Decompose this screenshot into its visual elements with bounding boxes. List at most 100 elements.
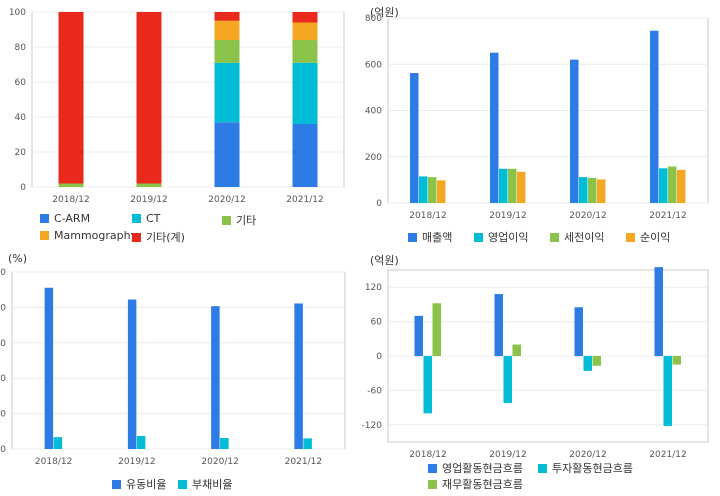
- x-tick-label: 2020/12: [201, 457, 238, 467]
- legend-swatch: [428, 463, 437, 473]
- bar: [423, 356, 432, 414]
- legend-item-debt-ratio[interactable]: 부채비율: [178, 476, 232, 492]
- legend-item-mammography[interactable]: Mammography: [40, 229, 137, 242]
- y-tick-label: 80: [15, 43, 27, 53]
- bar: [214, 12, 240, 21]
- bar: [503, 356, 512, 404]
- bar: [292, 124, 318, 187]
- legend-item-ct[interactable]: CT: [132, 212, 160, 225]
- legend-swatch: [408, 232, 417, 242]
- y-tick-label: 360: [0, 303, 6, 313]
- legend-label: 재무활동현금흐름: [442, 478, 523, 491]
- x-tick-label: 2018/12: [409, 450, 446, 460]
- x-tick-label: 2019/12: [489, 450, 526, 460]
- bar: [579, 177, 588, 203]
- bar: [292, 62, 318, 124]
- bar: [574, 307, 583, 356]
- bar: [214, 62, 240, 123]
- bar: [583, 356, 592, 371]
- bar: [428, 177, 437, 203]
- legend-swatch: [112, 479, 121, 489]
- product-mix-chart: 0 20 40 60 80 100 2018/12 2019/12 2020/12 2021/12…: [0, 0, 360, 248]
- legend-swatch: [474, 232, 483, 242]
- y-tick-label: 400: [365, 107, 382, 117]
- y-tick-label: 800: [365, 14, 382, 24]
- x-tick-label: 2021/12: [286, 195, 323, 205]
- legend-item-other[interactable]: 기타: [222, 212, 256, 228]
- y-tick-label: 0: [376, 199, 382, 209]
- x-tick-label: 2020/12: [208, 195, 245, 205]
- y-tick-label: 600: [365, 60, 382, 70]
- legend-label: C-ARM: [54, 212, 91, 225]
- y-tick-label: 0: [20, 183, 26, 193]
- cash-flow-plot: -120 -60 0 60 120 2018/12 2019/12 2020/12 2021/1…: [362, 267, 709, 460]
- legend-label: Mammography: [54, 229, 138, 242]
- legend-label: 기타: [236, 214, 257, 227]
- legend-label: 유동비율: [126, 478, 167, 491]
- legend-label: 세전이익: [564, 231, 605, 244]
- legend-item-c-arm[interactable]: C-ARM: [40, 212, 90, 225]
- bar: [597, 179, 606, 203]
- bar: [214, 122, 240, 187]
- bar: [659, 168, 668, 203]
- bar: [508, 168, 517, 203]
- bar: [414, 315, 423, 356]
- legend-label: 순이익: [640, 231, 671, 244]
- legend-item-other-total[interactable]: 기타(계): [132, 229, 185, 245]
- revenue-profit-plot: 0 200 400 600 800 2018/12 2019/12 2020/12 2021/1…: [365, 14, 709, 221]
- x-tick-label: 2018/12: [409, 211, 446, 221]
- unit-label: (억원): [370, 6, 399, 19]
- y-tick-label: 90: [0, 410, 6, 420]
- x-tick-label: 2019/12: [130, 195, 167, 205]
- legend-swatch: [40, 231, 49, 240]
- bar: [53, 437, 63, 449]
- bar: [292, 40, 318, 63]
- y-tick-label: 450: [0, 268, 6, 278]
- revenue-profit-chart: (억원) 0 200 400 600 800 2018/12 2019/12 2020/12 2…: [360, 0, 720, 248]
- legend-label: CT: [146, 212, 161, 225]
- bar: [220, 437, 229, 449]
- x-tick-label: 2018/12: [35, 457, 72, 467]
- bar: [136, 183, 162, 187]
- bar: [294, 303, 303, 449]
- legend-item-investing-cf[interactable]: 투자활동현금흐름: [538, 460, 633, 476]
- bar: [432, 303, 441, 356]
- legend-swatch: [178, 479, 187, 489]
- plot-frame: [31, 11, 345, 188]
- bar: [419, 176, 428, 203]
- ratio-legend: 유동비율 부채비율: [112, 476, 312, 492]
- bar: [44, 287, 54, 449]
- legend-swatch: [132, 214, 141, 223]
- bar: [668, 166, 677, 203]
- bar: [58, 12, 84, 184]
- legend-label: 영업활동현금흐름: [442, 462, 523, 475]
- bar: [58, 183, 84, 187]
- y-tick-label: 0: [376, 352, 382, 362]
- legend-item-operating-cf[interactable]: 영업활동현금흐름: [428, 460, 523, 476]
- legend-label: 부채비율: [192, 478, 233, 491]
- bar: [672, 356, 681, 365]
- ratio-plot: 0 90 180 270 360 450 2018/12 2019/12 2020/12 2021…: [0, 268, 346, 467]
- bar: [490, 52, 499, 203]
- bar: [517, 171, 526, 203]
- y-tick-label: 180: [0, 374, 6, 384]
- legend-item-financing-cf[interactable]: 재무활동현금흐름: [428, 476, 523, 492]
- bar: [211, 306, 220, 449]
- bar: [437, 180, 446, 203]
- legend-label: 기타(계): [146, 231, 185, 244]
- bar: [512, 344, 521, 356]
- bar: [663, 356, 672, 426]
- legend-item-pretax-profit[interactable]: 세전이익: [550, 229, 604, 245]
- legend-item-net-profit[interactable]: 순이익: [626, 229, 670, 245]
- bar: [677, 169, 686, 203]
- bar: [650, 30, 659, 203]
- bar: [494, 294, 503, 356]
- bar: [570, 59, 579, 203]
- bar: [292, 12, 318, 23]
- bar: [592, 356, 601, 366]
- y-tick-label: 200: [365, 153, 382, 163]
- bar: [214, 40, 240, 63]
- legend-item-current-ratio[interactable]: 유동비율: [112, 476, 166, 492]
- legend-item-revenue[interactable]: 매출액: [408, 229, 452, 245]
- legend-item-operating-profit[interactable]: 영업이익: [474, 229, 528, 245]
